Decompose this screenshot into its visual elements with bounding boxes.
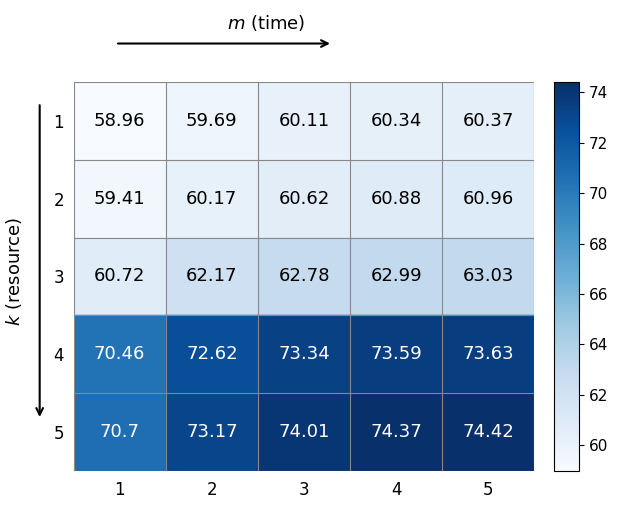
Text: 74.01: 74.01 [278,423,330,441]
Text: 60.37: 60.37 [463,112,514,130]
Bar [74,315,166,393]
Bar [350,315,442,393]
Text: 62.78: 62.78 [278,267,330,286]
Text: 62.99: 62.99 [371,267,422,286]
Text: 73.34: 73.34 [278,345,330,364]
Bar [350,160,442,238]
Bar [350,82,442,160]
Text: 74.42: 74.42 [463,423,514,441]
Text: 59.69: 59.69 [186,112,237,130]
Text: 62.17: 62.17 [186,267,237,286]
Text: 70.7: 70.7 [100,423,140,441]
Bar [166,160,258,238]
Bar [258,82,350,160]
Bar [350,238,442,315]
Bar [442,315,534,393]
Bar [74,160,166,238]
Bar [258,315,350,393]
Text: 60.17: 60.17 [186,189,237,208]
Text: 60.72: 60.72 [94,267,145,286]
Text: 73.63: 73.63 [463,345,514,364]
Text: 60.34: 60.34 [371,112,422,130]
Text: 74.37: 74.37 [371,423,422,441]
Text: 60.62: 60.62 [278,189,330,208]
Bar [166,315,258,393]
Text: $k$ (resource): $k$ (resource) [4,217,24,326]
Bar [442,393,534,471]
Text: 60.96: 60.96 [463,189,514,208]
Bar [166,238,258,315]
Text: 72.62: 72.62 [186,345,237,364]
Bar [442,238,534,315]
Text: 60.88: 60.88 [371,189,422,208]
Bar [166,82,258,160]
Text: 70.46: 70.46 [94,345,145,364]
Bar [442,160,534,238]
Bar [258,393,350,471]
Bar [74,393,166,471]
Text: 73.17: 73.17 [186,423,237,441]
Text: 59.41: 59.41 [94,189,145,208]
Bar [74,82,166,160]
Bar [442,82,534,160]
Text: 58.96: 58.96 [94,112,145,130]
Text: 60.11: 60.11 [278,112,330,130]
Bar [258,238,350,315]
Bar [258,160,350,238]
Text: $m$ (time): $m$ (time) [227,13,305,33]
Bar [350,393,442,471]
Bar [166,393,258,471]
Text: 73.59: 73.59 [371,345,422,364]
Bar [74,238,166,315]
Text: 63.03: 63.03 [463,267,514,286]
